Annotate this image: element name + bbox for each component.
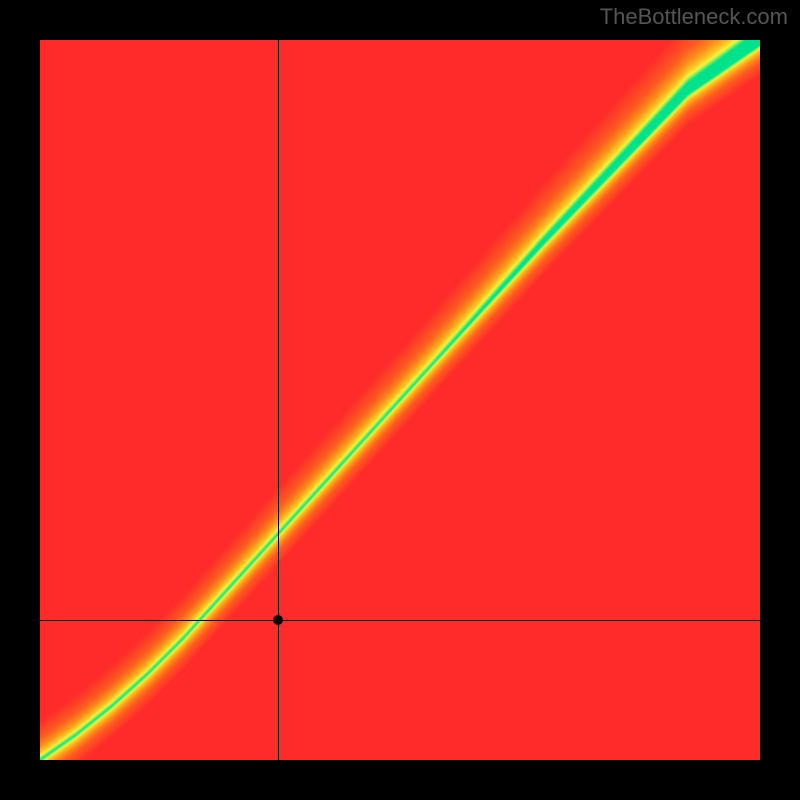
crosshair-horizontal — [40, 620, 760, 621]
marker-dot — [273, 615, 283, 625]
heatmap-plot-area — [40, 40, 760, 760]
chart-container: TheBottleneck.com — [0, 0, 800, 800]
heatmap-canvas — [40, 40, 760, 760]
watermark-text: TheBottleneck.com — [600, 4, 788, 30]
crosshair-vertical — [278, 40, 279, 760]
